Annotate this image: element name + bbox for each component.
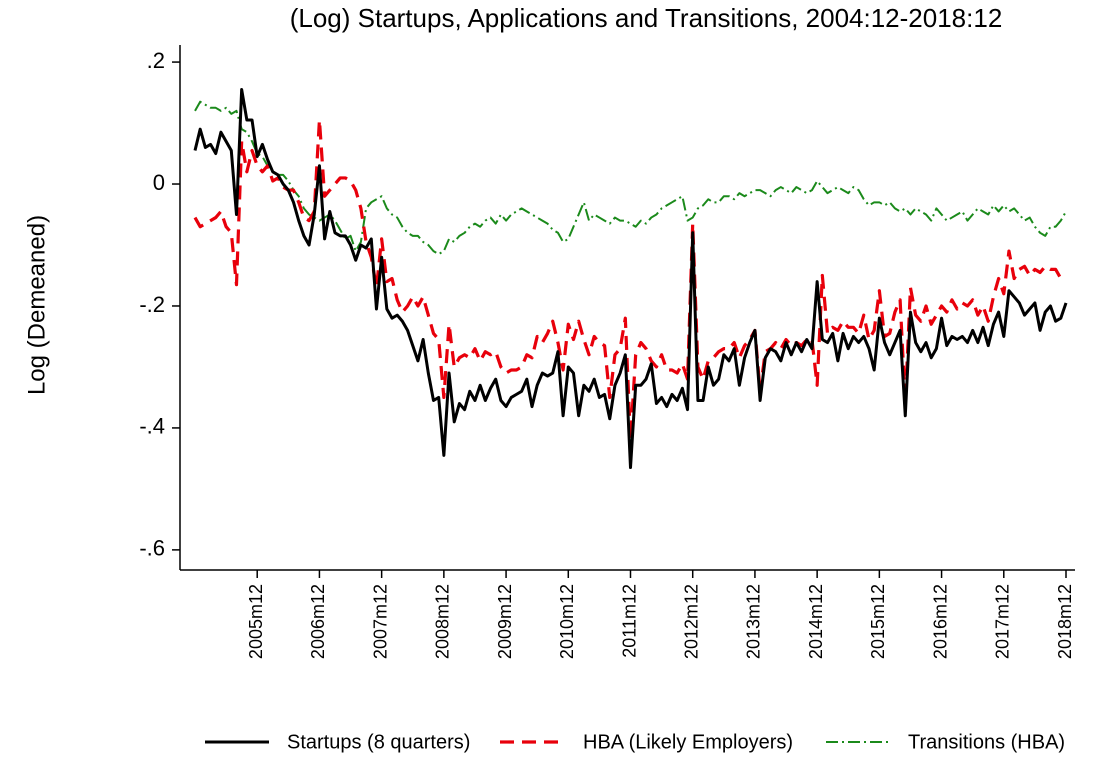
x-tick-label: 2017m12	[993, 584, 1013, 659]
x-tick-label: 2010m12	[557, 584, 577, 659]
legend-label: HBA (Likely Employers)	[583, 731, 793, 753]
y-tick-label: -.2	[139, 292, 165, 317]
x-tick-label: 2009m12	[495, 584, 515, 659]
x-tick-label: 2006m12	[308, 584, 328, 659]
x-tick-label: 2011m12	[619, 584, 639, 658]
x-tick-label: 2013m12	[744, 584, 764, 659]
series-line	[193, 118, 1066, 442]
x-tick-label: 2018m12	[1055, 584, 1075, 659]
x-tick-label: 2015m12	[868, 584, 888, 659]
x-tick-label: 2014m12	[806, 584, 826, 659]
x-tick-label: 2016m12	[930, 584, 950, 659]
series-line	[193, 88, 1068, 470]
series-line	[194, 100, 1067, 256]
y-tick-label: .2	[147, 48, 165, 73]
legend-label: Transitions (HBA)	[908, 731, 1065, 753]
legend-label: Startups (8 quarters)	[287, 731, 470, 753]
x-tick-label: 2008m12	[433, 584, 453, 659]
x-tick-label: 2005m12	[246, 584, 266, 659]
x-tick-label: 2007m12	[370, 584, 390, 659]
x-tick-label: 2012m12	[681, 584, 701, 659]
chart-title: (Log) Startups, Applications and Transit…	[290, 3, 1003, 33]
y-axis-title: Log (Demeaned)	[23, 215, 50, 395]
y-tick-label: -.4	[139, 414, 165, 439]
y-tick-label: 0	[153, 170, 165, 195]
y-tick-label: -.6	[139, 536, 165, 561]
